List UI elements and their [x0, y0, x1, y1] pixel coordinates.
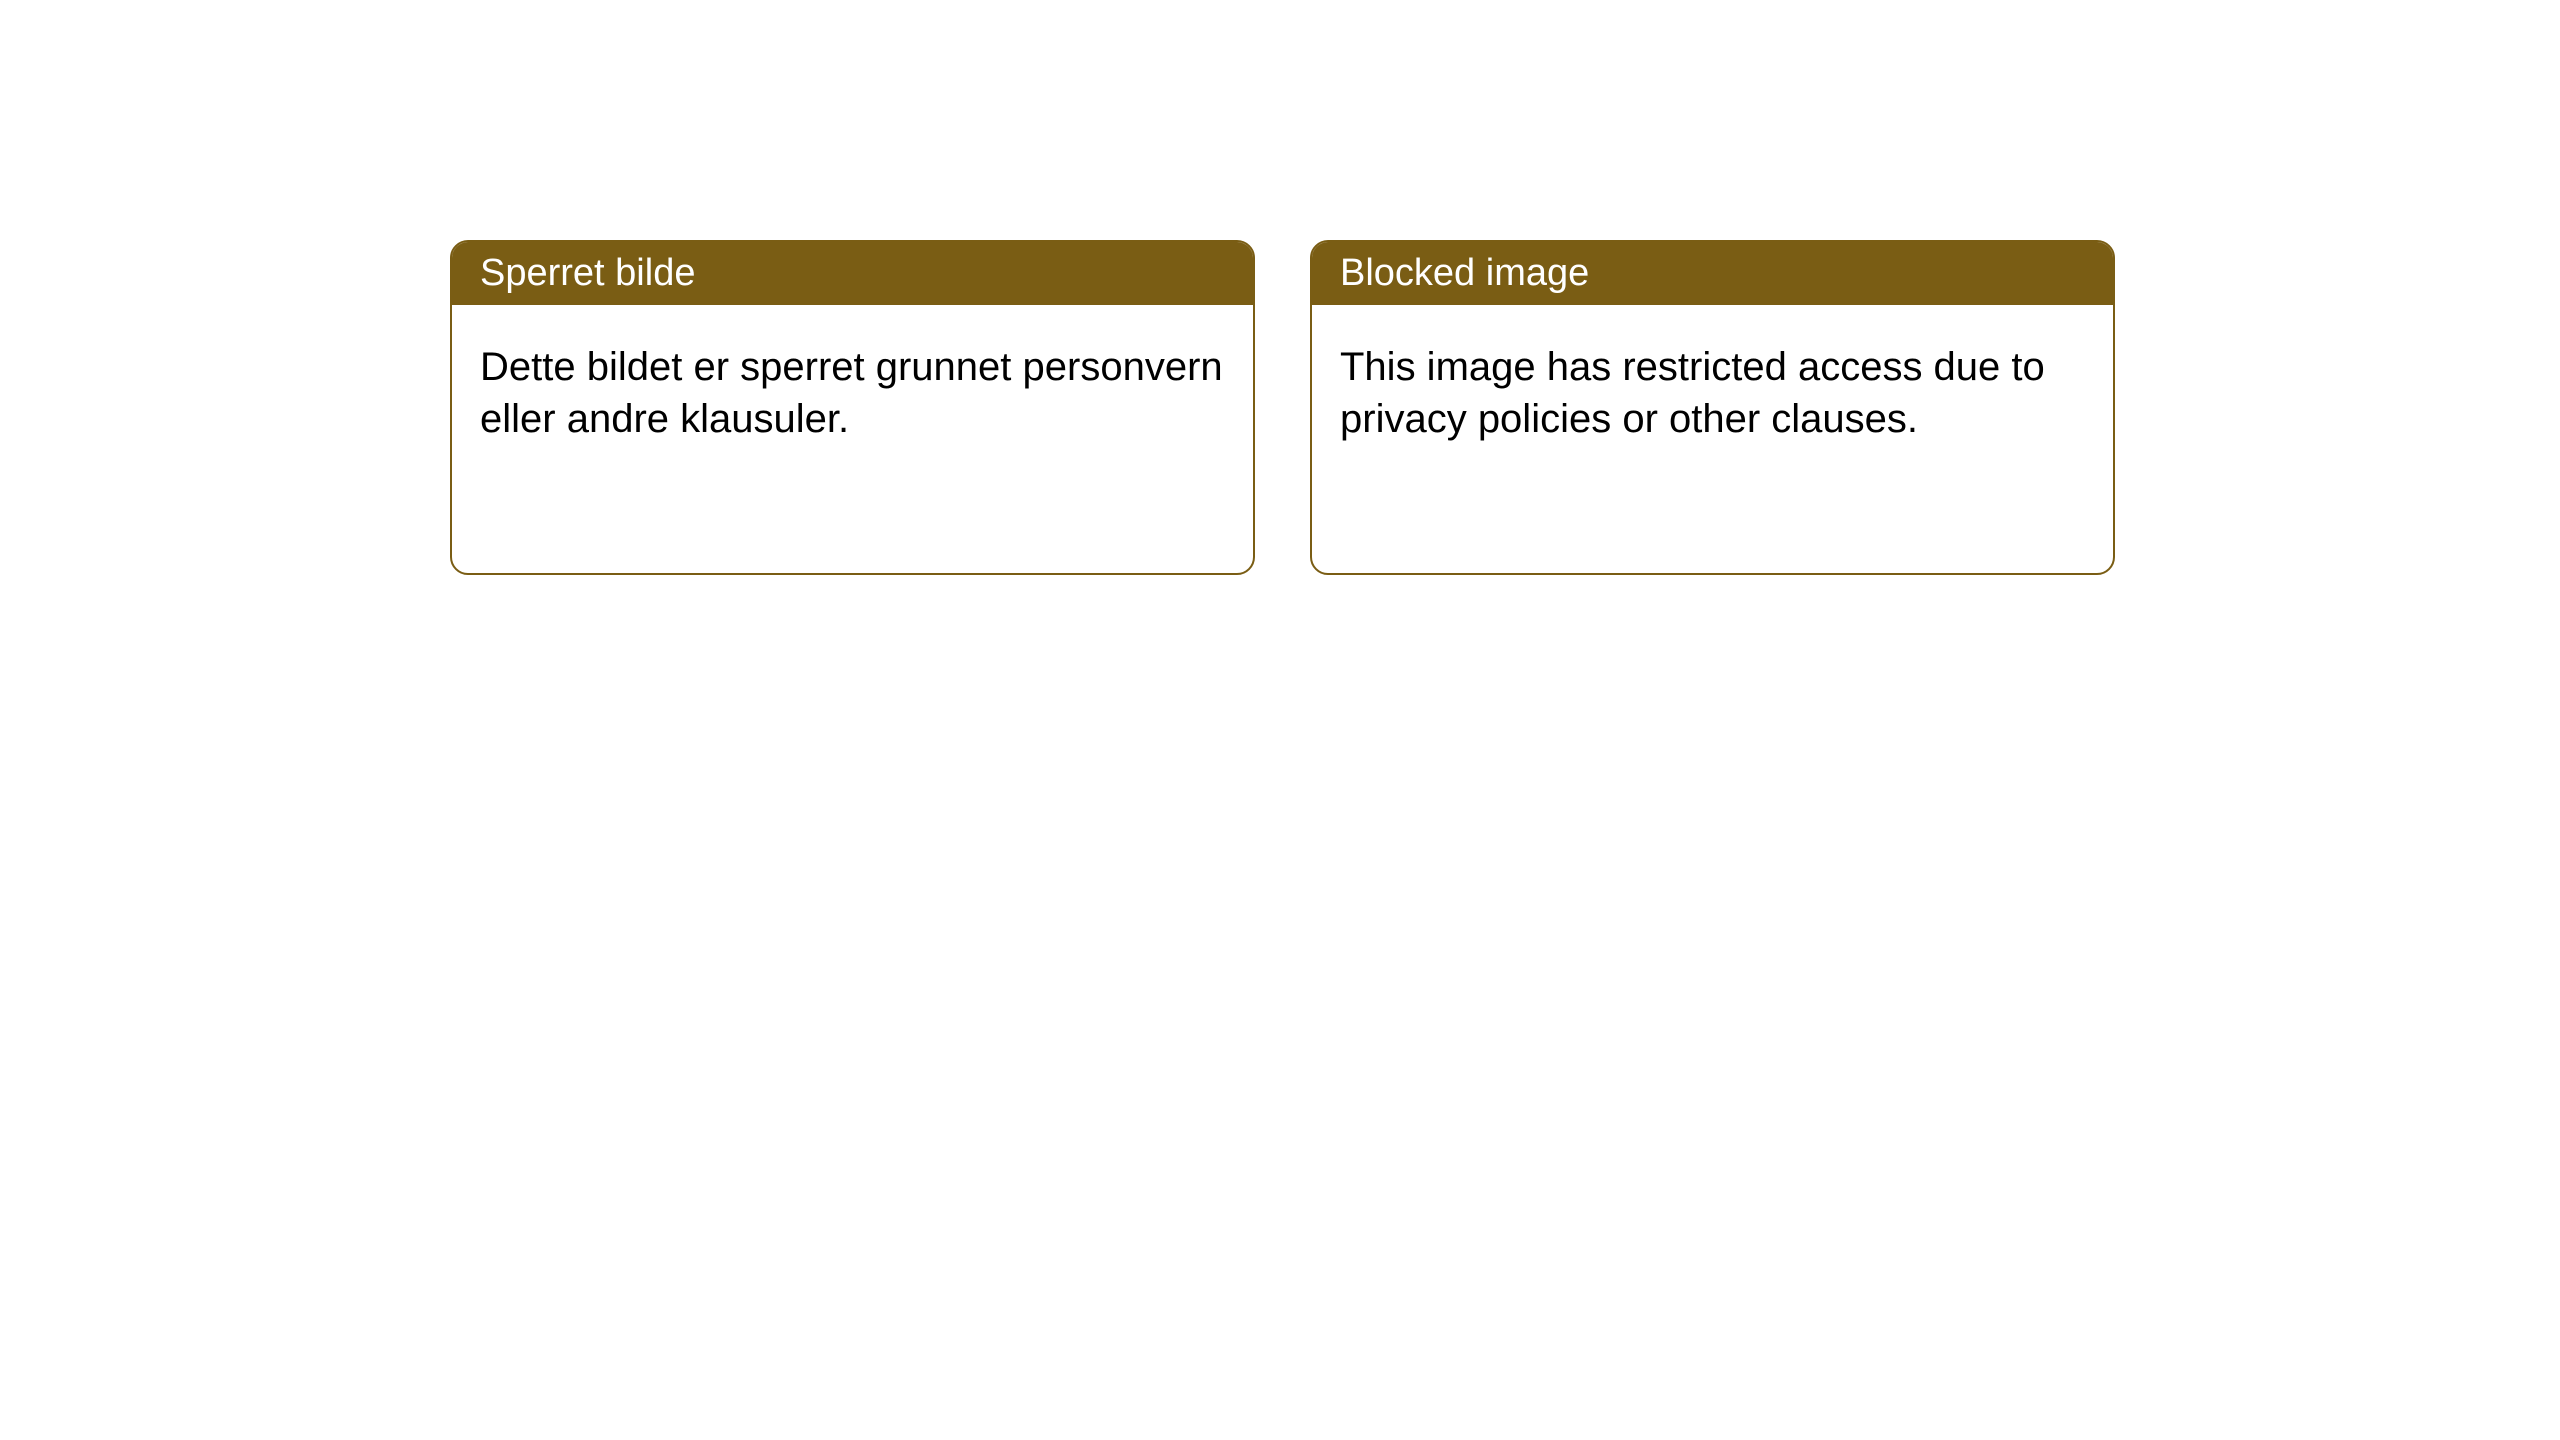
card-body-text: This image has restricted access due to … — [1340, 345, 2045, 441]
card-header: Blocked image — [1312, 242, 2113, 305]
card-title: Blocked image — [1340, 252, 1589, 294]
card-body: Dette bildet er sperret grunnet personve… — [452, 305, 1253, 481]
card-body: This image has restricted access due to … — [1312, 305, 2113, 481]
blocked-image-card-no: Sperret bilde Dette bildet er sperret gr… — [450, 240, 1255, 575]
card-title: Sperret bilde — [480, 252, 695, 294]
cards-container: Sperret bilde Dette bildet er sperret gr… — [0, 0, 2560, 575]
card-header: Sperret bilde — [452, 242, 1253, 305]
card-body-text: Dette bildet er sperret grunnet personve… — [480, 345, 1223, 441]
blocked-image-card-en: Blocked image This image has restricted … — [1310, 240, 2115, 575]
